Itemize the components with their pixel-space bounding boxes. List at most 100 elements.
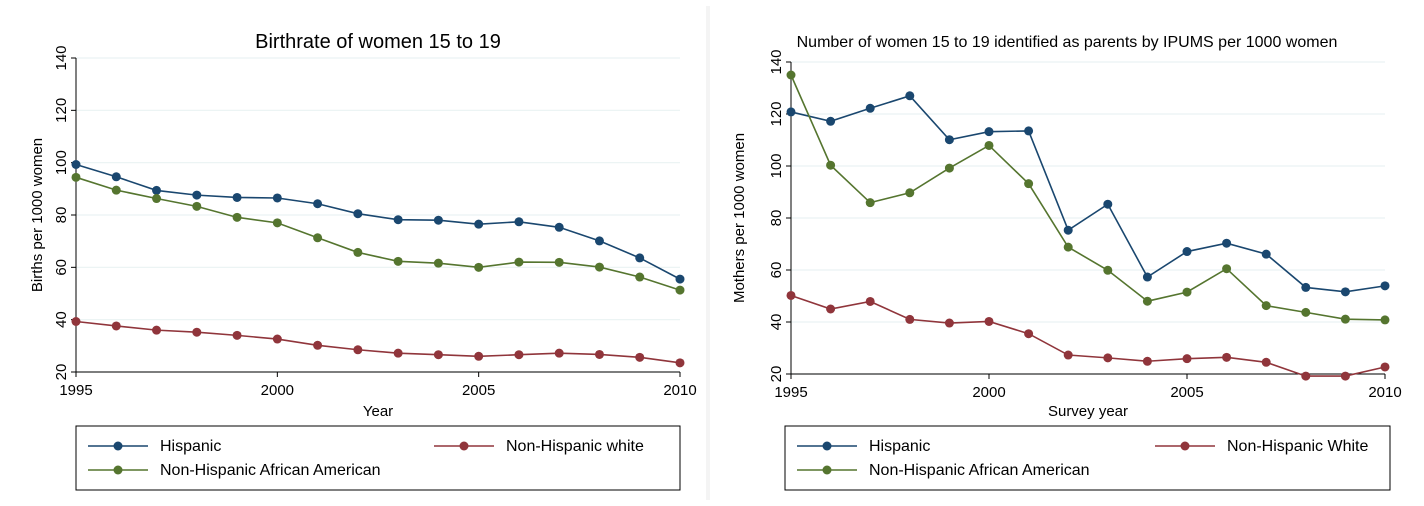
y-tick-label-100: 100 bbox=[768, 153, 785, 178]
series-2-point-2007 bbox=[554, 257, 564, 267]
series-0-point-2005 bbox=[1182, 247, 1192, 257]
series-line-0 bbox=[75, 163, 681, 280]
series-0-point-1996 bbox=[826, 116, 836, 126]
series-1-point-2007 bbox=[1261, 357, 1271, 367]
series-1-point-2009 bbox=[635, 352, 645, 362]
x-tick-label-2000: 2000 bbox=[972, 384, 1005, 401]
series-0-point-1998 bbox=[905, 91, 915, 101]
series-2-point-2004 bbox=[433, 258, 443, 268]
series-2-point-2010 bbox=[1380, 315, 1390, 325]
ipums-mothers-chart: 20 40 60 80 100 120 140 1995 2000 2005 2010 Number … bbox=[731, 34, 1402, 491]
series-0-point-1998 bbox=[192, 190, 202, 200]
series-0-point-2007 bbox=[1261, 249, 1271, 259]
series-2-point-1997 bbox=[152, 194, 162, 204]
series-2-point-1996 bbox=[826, 160, 836, 170]
series-0-point-2004 bbox=[1142, 272, 1152, 282]
series-0-point-1997 bbox=[865, 103, 875, 113]
series-1-point-2001 bbox=[313, 340, 323, 350]
series-1-point-2004 bbox=[1142, 356, 1152, 366]
series-2-point-2009 bbox=[1340, 314, 1350, 324]
legend-box bbox=[784, 425, 1391, 491]
series-line-1 bbox=[75, 320, 681, 364]
legend-marker-0 bbox=[822, 441, 832, 451]
series-0-point-1999 bbox=[944, 135, 954, 145]
legend-marker-1 bbox=[1180, 441, 1190, 451]
series-2-point-2001 bbox=[313, 233, 323, 243]
x-tick-label-2005: 2005 bbox=[462, 382, 495, 399]
series-1-point-2005 bbox=[474, 351, 484, 361]
y-tick-label-20: 20 bbox=[53, 364, 70, 381]
series-1-point-1999 bbox=[944, 318, 954, 328]
y-tick-label-120: 120 bbox=[53, 98, 70, 123]
series-1-point-2002 bbox=[353, 345, 363, 355]
y-tick-label-80: 80 bbox=[53, 207, 70, 224]
legend: Hispanic Non-Hispanic White Non-Hispanic A… bbox=[784, 425, 1391, 491]
series-2-point-1998 bbox=[192, 201, 202, 211]
series-2-point-2008 bbox=[594, 262, 604, 272]
series-2-point-2004 bbox=[1142, 296, 1152, 306]
series-1-point-2008 bbox=[1301, 371, 1311, 381]
series-2-point-1999 bbox=[944, 163, 954, 173]
y-tick-label-140: 140 bbox=[53, 45, 70, 70]
x-tick-label-2000: 2000 bbox=[261, 382, 294, 399]
legend-label-0: Hispanic bbox=[869, 438, 930, 455]
legend-marker-2 bbox=[822, 465, 832, 475]
y-tick-label-20: 20 bbox=[768, 366, 785, 383]
series-line-2 bbox=[75, 176, 681, 291]
series-1-point-1997 bbox=[152, 325, 162, 335]
y-tick-label-60: 60 bbox=[53, 259, 70, 276]
y-tick-label-120: 120 bbox=[768, 101, 785, 126]
legend-label-0: Hispanic bbox=[160, 438, 221, 455]
series-1-point-1996 bbox=[826, 304, 836, 314]
series-0-point-2001 bbox=[1024, 126, 1034, 136]
series-0-point-2003 bbox=[393, 215, 403, 225]
series-2-point-2008 bbox=[1301, 307, 1311, 317]
x-tick-label-1995: 1995 bbox=[59, 382, 92, 399]
series-2-point-2007 bbox=[1261, 301, 1271, 311]
x-tick-label-2010: 2010 bbox=[663, 382, 696, 399]
legend-box bbox=[75, 425, 681, 491]
series-2-point-1996 bbox=[111, 185, 121, 195]
series-2-point-2002 bbox=[1063, 242, 1073, 252]
series-0-point-2004 bbox=[433, 215, 443, 225]
series-2-point-1999 bbox=[232, 212, 242, 222]
series-1-point-2009 bbox=[1340, 371, 1350, 381]
series-0-point-1995 bbox=[71, 159, 81, 169]
series-0-point-2008 bbox=[1301, 282, 1311, 292]
chart-title: Number of women 15 to 19 identified as p… bbox=[797, 34, 1338, 51]
legend-label-2: Non-Hispanic African American bbox=[160, 462, 381, 479]
series-2-point-2006 bbox=[514, 257, 524, 267]
series-0-point-2002 bbox=[353, 209, 363, 219]
series-0-point-2007 bbox=[554, 222, 564, 232]
series-1-point-2000 bbox=[272, 334, 282, 344]
series-2-point-1995 bbox=[786, 70, 796, 80]
chart-0-plot-area: 20 40 60 80 100 120 140 1995 2000 2005 2010 bbox=[53, 45, 697, 399]
series-0-point-1995 bbox=[786, 107, 796, 117]
series-line-0 bbox=[790, 94, 1386, 293]
series-2-point-2000 bbox=[984, 140, 994, 150]
panel-divider bbox=[706, 6, 710, 500]
series-1-point-2007 bbox=[554, 348, 564, 358]
x-axis-label: Survey year bbox=[1048, 403, 1128, 420]
series-2-point-2003 bbox=[1103, 265, 1113, 275]
series-1-point-2010 bbox=[1380, 362, 1390, 372]
series-0-point-1997 bbox=[152, 185, 162, 195]
series-0-point-1996 bbox=[111, 172, 121, 182]
series-0-point-2008 bbox=[594, 236, 604, 246]
chart-panel-left: 20 40 60 80 100 120 140 1995 2000 2005 2010 Birthra… bbox=[0, 0, 706, 506]
series-2-point-1998 bbox=[905, 188, 915, 198]
series-0-point-2009 bbox=[1340, 287, 1350, 297]
series-0-point-2000 bbox=[984, 127, 994, 137]
legend-marker-1 bbox=[459, 441, 469, 451]
series-0-point-2010 bbox=[1380, 281, 1390, 291]
legend-label-1: Non-Hispanic white bbox=[506, 438, 644, 455]
series-0-point-2010 bbox=[675, 274, 685, 284]
chart-1-plot-area: 20 40 60 80 100 120 140 1995 2000 2005 2010 bbox=[768, 49, 1402, 401]
series-line-1 bbox=[790, 294, 1386, 377]
series-line-2 bbox=[790, 74, 1386, 321]
series-1-point-2002 bbox=[1063, 350, 1073, 360]
series-2-point-2005 bbox=[474, 262, 484, 272]
chart-panel-right: 20 40 60 80 100 120 140 1995 2000 2005 2010 Number … bbox=[710, 0, 1424, 506]
series-2-point-2006 bbox=[1222, 264, 1232, 274]
series-0-point-2001 bbox=[313, 199, 323, 209]
